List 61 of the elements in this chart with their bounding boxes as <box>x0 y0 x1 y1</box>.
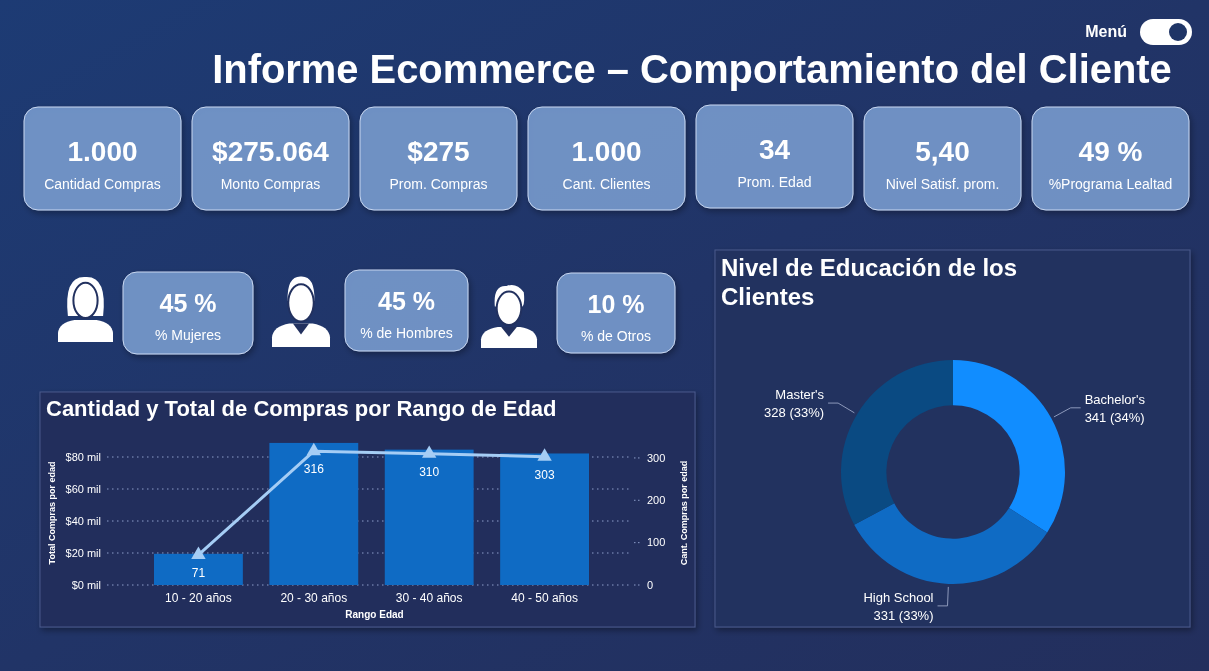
text: 45 % <box>378 287 435 315</box>
data-label: 328 (33%) <box>764 405 825 421</box>
slice-label: High School <box>863 589 934 605</box>
x-tick-label: 40 - 50 años <box>511 591 578 605</box>
y-tick-label: $80 mil <box>65 450 101 463</box>
bar <box>384 449 474 585</box>
x-tick-label: 20 - 30 años <box>280 591 348 605</box>
text: Menú <box>1085 23 1127 40</box>
point <box>421 445 437 458</box>
y2-axis-title: Cant. Compras por edad <box>679 460 689 566</box>
text: Prom. Edad <box>737 174 812 190</box>
y2-tick-label: 100 <box>647 536 666 549</box>
text: 34 <box>758 134 791 165</box>
bar <box>154 553 243 585</box>
text: Cant. Clientes <box>562 176 651 192</box>
text: Informe Ecommerce – Comportamiento del Cliente <box>212 47 1172 91</box>
slice-label: Bachelor's <box>1084 391 1146 407</box>
bar <box>269 442 359 585</box>
text: 49 % <box>1078 136 1143 167</box>
y-tick-label: $40 mil <box>65 514 101 527</box>
y2-tick-label: 300 <box>647 451 666 464</box>
bar <box>500 453 589 585</box>
text: Nivel Satisf. prom. <box>885 176 1000 192</box>
y-tick-label: $60 mil <box>65 482 101 495</box>
data-label: 341 (34%) <box>1084 409 1145 425</box>
data-label: 310 <box>419 464 440 479</box>
chart-title: Nivel de Educación de los Clientes <box>721 254 1018 310</box>
x-tick-label: 10 - 20 años <box>165 591 232 605</box>
y-axis-title: Total Compras por edad <box>47 461 57 565</box>
y2-tick-label: 200 <box>647 494 666 507</box>
text: 5,40 <box>915 136 970 167</box>
text: Monto Compras <box>220 176 321 192</box>
text: $275.064 <box>212 136 330 167</box>
y-tick-label: $20 mil <box>65 546 101 559</box>
text: 1.000 <box>571 136 642 167</box>
text: %Programa Lealtad <box>1048 176 1173 192</box>
text: Prom. Compras <box>389 176 488 192</box>
text: % de Hombres <box>360 325 453 341</box>
point <box>306 442 322 456</box>
data-label: 303 <box>534 467 555 482</box>
y-tick-label: $0 mil <box>71 578 101 591</box>
y2-tick-label: 0 <box>647 578 654 591</box>
text: 10 % <box>587 290 645 318</box>
text: $275 <box>407 136 470 167</box>
data-label: 331 (33%) <box>873 607 934 623</box>
text: Cantidad Compras <box>44 176 161 192</box>
chart-title: Cantidad y Total de Compras por Rango de Edad <box>46 396 557 421</box>
data-label: 316 <box>303 462 325 477</box>
text: % Mujeres <box>154 327 222 343</box>
point <box>191 546 206 560</box>
x-tick-label: 30 - 40 años <box>395 591 463 605</box>
donut-slice <box>854 503 1048 584</box>
slice-label: Master's <box>775 387 825 403</box>
data-label: 71 <box>191 565 206 580</box>
point <box>537 448 552 461</box>
text: 1.000 <box>67 136 138 167</box>
text: 45 % <box>159 289 217 317</box>
donut-slice <box>953 360 1065 533</box>
x-axis-title: Rango Edad <box>345 609 404 620</box>
text: % de Otros <box>580 328 652 344</box>
donut-slice <box>841 360 953 525</box>
